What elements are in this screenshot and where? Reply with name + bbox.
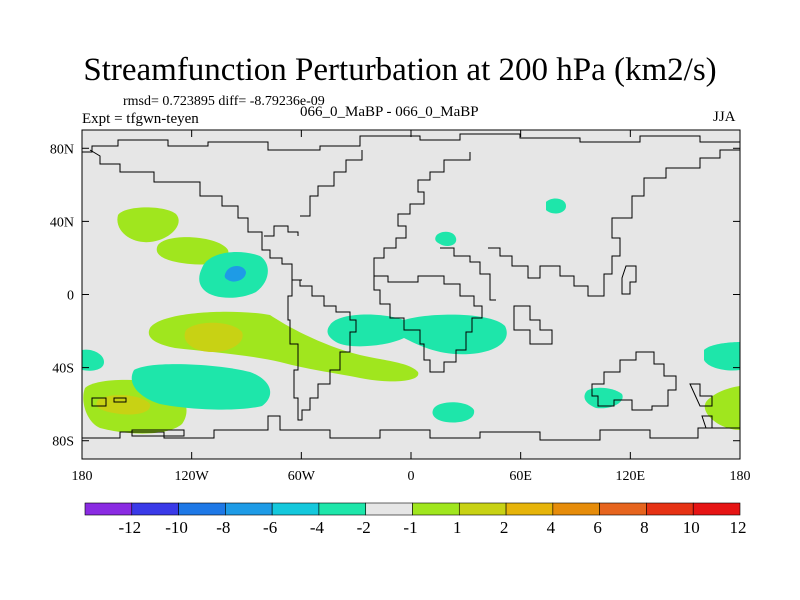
contour-region [327, 314, 507, 355]
colorbar-label: 4 [547, 518, 556, 537]
colorbar-swatch [646, 502, 694, 516]
coastline [373, 275, 483, 373]
colorbar-label: 1 [453, 518, 462, 537]
colorbar-swatch [505, 502, 554, 516]
contour-region [432, 402, 475, 423]
coastline [91, 397, 107, 407]
contour-region [704, 386, 740, 430]
x-tick-label: 60E [509, 469, 532, 484]
x-axis: 180 120W 60W 0 60E 120E 180 [72, 130, 751, 484]
coastline [621, 265, 637, 295]
colorbar-label: -8 [216, 518, 230, 537]
x-tick-label: 120E [616, 469, 646, 484]
colorbar-swatch [225, 502, 273, 516]
x-tick-label: 180 [72, 469, 93, 484]
colorbar-swatch [692, 502, 741, 516]
x-tick-label: 120W [175, 469, 210, 484]
experiment-label: Expt = tfgwn-teyen [82, 111, 199, 127]
colorbar-label: 12 [730, 518, 747, 537]
contour-region [131, 364, 271, 410]
contour-region [156, 237, 229, 265]
contour-region [82, 349, 104, 371]
y-tick-label: 40N [50, 215, 74, 230]
x-tick-label: 60W [288, 469, 316, 484]
colorbar-label: -4 [310, 518, 325, 537]
stats-line: rmsd= 0.723895 diff= -8.79236e-09 [123, 94, 325, 109]
colorbar-label: -1 [403, 518, 417, 537]
colorbar-swatch [318, 502, 367, 516]
contour-region [584, 387, 623, 409]
colorbar-swatch [84, 502, 133, 516]
coastline [82, 415, 740, 441]
colorbar-label: -10 [165, 518, 188, 537]
colorbar-label: 6 [593, 518, 602, 537]
coastline [82, 133, 740, 153]
colorbar-label: -12 [118, 518, 141, 537]
colorbar-swatch [458, 502, 507, 516]
coastline [287, 279, 357, 421]
map-title: Streamfunction Perturbation at 200 hPa (… [83, 52, 717, 88]
coastline [300, 150, 363, 217]
contour-region [96, 395, 151, 415]
coastline [440, 247, 496, 301]
contour-fill-layer [82, 198, 740, 434]
colorbar-label: -6 [263, 518, 277, 537]
colorbar-swatch [599, 502, 647, 516]
x-tick-label: 0 [408, 469, 415, 484]
colorbar-label: 8 [640, 518, 649, 537]
coastline [689, 383, 713, 407]
contour-region [184, 322, 243, 352]
colorbar-swatch [412, 502, 460, 516]
colorbar-swatch [365, 502, 413, 516]
colorbar-swatch [178, 502, 226, 516]
x-tick-label: 180 [730, 469, 751, 484]
contour-region [117, 207, 179, 243]
coastline [488, 149, 740, 297]
contour-region [704, 342, 740, 371]
coastline [513, 305, 553, 345]
season-label: JJA [713, 109, 736, 125]
coastline-layer [82, 133, 740, 441]
coastline [113, 397, 127, 403]
coastline [591, 351, 677, 411]
y-axis: 80N 40N 0 40S 80S [50, 142, 740, 450]
coastline [373, 152, 471, 276]
y-tick-label: 40S [52, 362, 74, 377]
contour-region [546, 198, 566, 214]
contour-region [224, 266, 246, 282]
contour-region [435, 231, 457, 246]
y-tick-label: 80S [52, 435, 74, 450]
case-id-label: 066_0_MaBP - 066_0_MaBP [300, 104, 479, 120]
y-tick-label: 0 [67, 289, 74, 304]
y-tick-label: 80N [50, 142, 74, 157]
colorbar-label: 2 [500, 518, 509, 537]
colorbar-swatch [552, 502, 600, 516]
colorbar-label: 10 [683, 518, 700, 537]
colorbar: -12 -10 -8 -6 -4 -2 -1 1 2 4 6 8 10 12 [84, 502, 747, 537]
colorbar-swatch [131, 502, 179, 516]
colorbar-swatch [271, 502, 320, 516]
colorbar-label: -2 [357, 518, 371, 537]
coastline [89, 149, 302, 281]
coastline [264, 225, 299, 237]
coastline [131, 429, 185, 437]
